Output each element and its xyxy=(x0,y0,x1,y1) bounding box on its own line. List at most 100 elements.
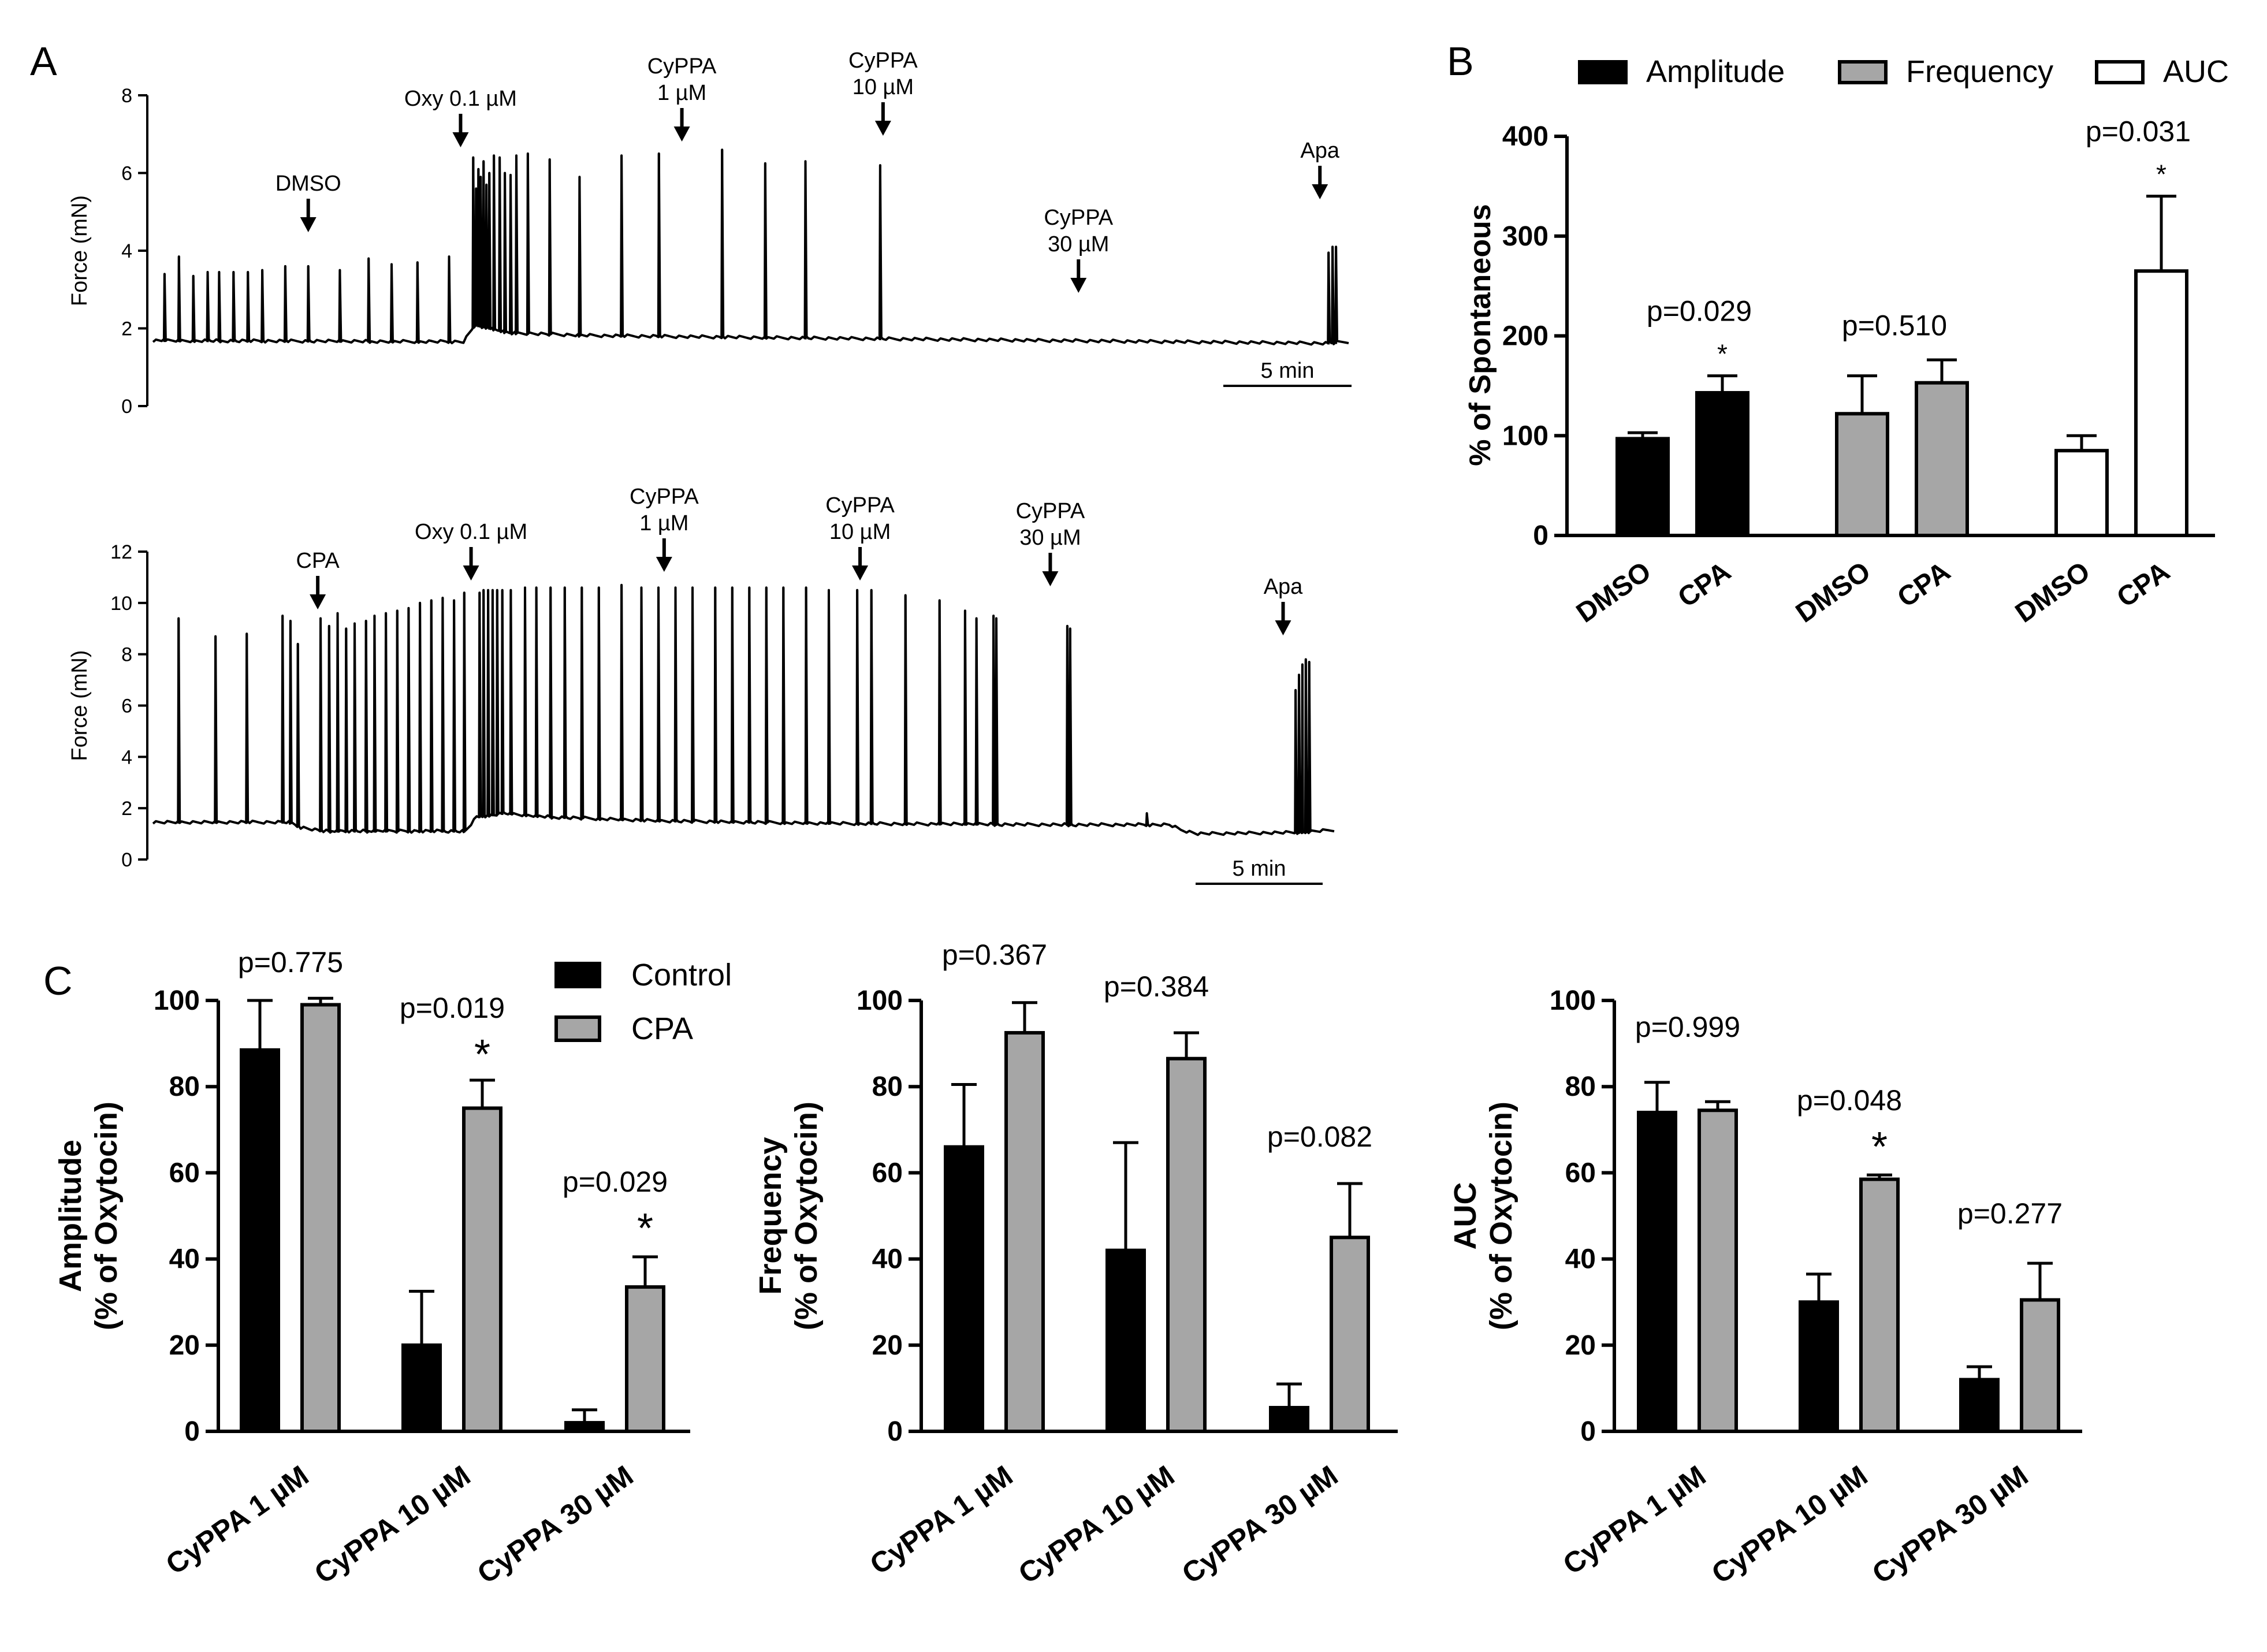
annotation-label: 10 µM xyxy=(853,75,914,99)
bar xyxy=(1859,1177,1900,1433)
annotation-label: Oxy 0.1 µM xyxy=(415,520,527,544)
bar xyxy=(1835,412,1889,537)
annotation-arrow-head xyxy=(452,132,469,147)
y-tick-label: 400 xyxy=(1502,121,1548,152)
significance-star: * xyxy=(1717,339,1728,369)
y-tick-label: 4 xyxy=(121,746,132,768)
bar xyxy=(2020,1298,2060,1433)
y-tick-label: 60 xyxy=(169,1158,200,1188)
y-tick-label: 200 xyxy=(1502,321,1548,352)
p-value-label: p=0.019 xyxy=(400,992,505,1024)
bar xyxy=(1615,437,1670,537)
annotation-label: 1 µM xyxy=(639,511,688,535)
p-value-label: p=0.277 xyxy=(1957,1197,2063,1230)
y-tick-label: 0 xyxy=(1533,520,1548,551)
x-tick-label: CPA xyxy=(2112,556,2175,614)
x-tick-label: DMSO xyxy=(1790,556,1876,629)
x-tick-label: CyPPA 1 µM xyxy=(160,1459,314,1581)
annotation-label: 30 µM xyxy=(1048,232,1109,256)
y-axis-label: AUC xyxy=(1448,1182,1483,1250)
force-trace xyxy=(152,583,1335,836)
y-tick-label: 6 xyxy=(121,163,132,185)
y-tick-label: 20 xyxy=(169,1330,200,1361)
y-tick-label: 6 xyxy=(121,695,132,717)
annotation-label: 10 µM xyxy=(829,520,891,544)
bar xyxy=(462,1106,502,1433)
annotation-arrow-head xyxy=(300,217,317,232)
scale-bar-label: 5 min xyxy=(1261,359,1315,383)
x-tick-label: CyPPA 30 µM xyxy=(1176,1459,1343,1590)
y-axis-label: Force (mN) xyxy=(68,650,92,761)
annotation-label: Oxy 0.1 µM xyxy=(404,87,517,111)
annotation-label: CyPPA xyxy=(825,493,895,518)
x-tick-label: CyPPA 10 µM xyxy=(308,1459,476,1590)
panel-label-c: C xyxy=(43,958,73,1003)
bar xyxy=(240,1048,280,1434)
x-tick-label: CyPPA 30 µM xyxy=(471,1459,639,1590)
annotation-arrow-head xyxy=(852,565,869,581)
y-tick-label: 40 xyxy=(872,1244,903,1275)
p-value-label: p=0.082 xyxy=(1267,1121,1372,1153)
y-tick-label: 12 xyxy=(110,541,132,563)
annotation-arrow-head xyxy=(874,121,891,136)
p-value-label: p=0.367 xyxy=(942,939,1047,971)
bar xyxy=(1959,1378,2000,1433)
y-tick-label: 100 xyxy=(1502,421,1548,451)
x-tick-label: DMSO xyxy=(1571,556,1656,629)
annotation-label: 30 µM xyxy=(1019,526,1081,550)
annotation-label: DMSO xyxy=(276,172,341,196)
annotation-label: CyPPA xyxy=(1016,499,1085,523)
y-axis-label: (% of Oxytocin) xyxy=(1484,1102,1518,1330)
annotation-arrow-head xyxy=(463,565,479,581)
bar-panel-c-amplitude: 0 20 40 60 80 100 Amplitude (% of Oxytocin) CyPP… xyxy=(53,946,732,1590)
y-tick-label: 0 xyxy=(121,396,132,418)
y-axis-label: Force (mN) xyxy=(68,195,92,306)
y-tick-label: 20 xyxy=(1565,1330,1596,1361)
y-axis-label: % of Spontaneous xyxy=(1464,204,1497,466)
bar xyxy=(1269,1405,1309,1433)
annotation-arrow-head xyxy=(673,126,690,142)
p-value-label: p=0.031 xyxy=(2086,116,2191,148)
legend-label: Control xyxy=(631,958,732,992)
annotation-label: CPA xyxy=(296,549,340,573)
y-tick-label: 60 xyxy=(872,1158,903,1188)
bar xyxy=(1799,1300,1839,1433)
bar xyxy=(1695,390,1749,538)
annotation-label: Apa xyxy=(1264,575,1303,599)
bar xyxy=(1698,1108,1738,1433)
bar xyxy=(2054,449,2109,537)
bar-panel-c-auc: 0 20 40 60 80 100 AUC (% of Oxytocin) CyPPA 1 µM… xyxy=(1448,985,2082,1590)
y-axis-label: Amplitude xyxy=(53,1140,88,1292)
legend-label: Amplitude xyxy=(1646,54,1785,89)
y-axis-label: Frequency xyxy=(753,1137,788,1294)
scale-bar-label: 5 min xyxy=(1233,857,1286,881)
significance-star: * xyxy=(474,1032,490,1078)
y-tick-label: 8 xyxy=(121,644,132,666)
p-value-label: p=0.029 xyxy=(1647,295,1752,328)
x-tick-label: DMSO xyxy=(2010,556,2095,629)
x-tick-label: CPA xyxy=(1673,556,1736,614)
annotation-label: CyPPA xyxy=(630,485,699,509)
bar xyxy=(401,1343,442,1434)
p-value-label: p=0.775 xyxy=(238,946,343,978)
legend-label: AUC xyxy=(2163,54,2229,89)
y-tick-label: 0 xyxy=(887,1416,903,1447)
y-tick-label: 80 xyxy=(169,1071,200,1102)
y-tick-label: 100 xyxy=(1550,985,1596,1016)
significance-star: * xyxy=(1871,1124,1888,1170)
y-tick-label: 2 xyxy=(121,318,132,340)
bar xyxy=(564,1421,605,1434)
legend-swatch xyxy=(1838,60,1888,84)
annotation-arrow-head xyxy=(1070,278,1087,293)
significance-star: * xyxy=(2156,159,2167,189)
bar xyxy=(300,1003,341,1433)
bar xyxy=(944,1145,984,1433)
legend-label: Frequency xyxy=(1906,54,2053,89)
significance-star: * xyxy=(637,1205,653,1252)
annotation-arrow-head xyxy=(1275,620,1291,635)
legend-swatch xyxy=(1578,60,1628,84)
p-value-label: p=0.510 xyxy=(1842,310,1947,342)
p-value-label: p=0.048 xyxy=(1797,1084,1902,1117)
x-tick-label: CyPPA 1 µM xyxy=(864,1459,1018,1581)
